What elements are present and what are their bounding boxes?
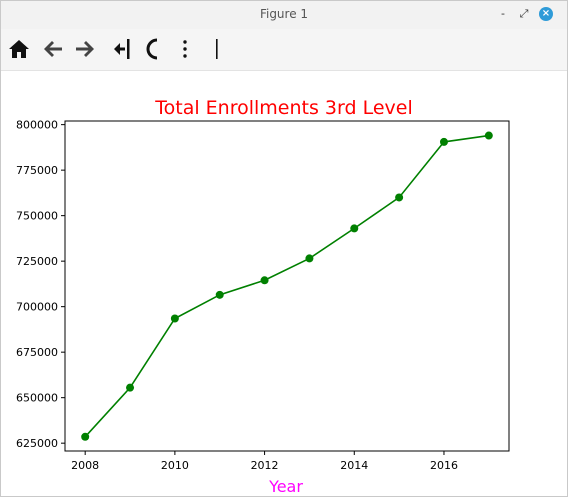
configure-subplots-button[interactable]: [173, 37, 197, 61]
data-point: [126, 383, 135, 392]
series-line: [84, 134, 489, 438]
data-point: [260, 276, 269, 285]
x-axis: 2008 2010 2012 2014 2016: [71, 451, 458, 472]
data-point: [484, 131, 493, 140]
zoom-button[interactable]: [141, 37, 165, 61]
x-tick-label: 2012: [251, 459, 279, 472]
save-icon: [216, 39, 218, 59]
y-tick-label: 800000: [16, 119, 58, 132]
back-button[interactable]: [41, 37, 65, 61]
y-tick-label: 775000: [16, 164, 58, 177]
data-point: [215, 290, 224, 299]
pan-icon: [114, 39, 130, 59]
pan-button[interactable]: [109, 37, 133, 61]
data-point: [439, 137, 448, 146]
y-tick-label: 700000: [16, 301, 58, 314]
y-tick-label: 725000: [16, 255, 58, 268]
title-bar: Figure 1 - ⤢ ×: [1, 1, 567, 29]
data-point: [350, 224, 359, 233]
minimize-button[interactable]: -: [501, 7, 505, 20]
line-chart: Total Enrollments 3rd Level 2008 2010 2012…: [16, 97, 510, 496]
navigation-toolbar: [1, 29, 567, 71]
chart-title: Total Enrollments 3rd Level: [154, 97, 412, 119]
y-tick-label: 675000: [16, 346, 58, 359]
maximize-button[interactable]: ⤢: [519, 7, 529, 20]
y-tick-label: 750000: [16, 210, 58, 223]
data-point: [81, 432, 90, 441]
data-point: [170, 314, 179, 323]
y-tick-label: 625000: [16, 437, 58, 450]
x-tick-label: 2010: [161, 459, 189, 472]
forward-button[interactable]: [73, 37, 97, 61]
data-series: [81, 131, 493, 441]
y-axis: 625000 650000 675000 700000 725000 750000 7750…: [16, 119, 65, 450]
close-button[interactable]: ×: [539, 7, 553, 21]
zoom-icon: [146, 38, 158, 60]
forward-arrow-icon: [76, 41, 94, 57]
axes-frame: [64, 120, 510, 452]
y-tick-label: 650000: [16, 392, 58, 405]
x-tick-label: 2014: [340, 459, 368, 472]
window-title: Figure 1: [259, 7, 309, 21]
save-button[interactable]: [205, 37, 229, 61]
back-arrow-icon: [44, 41, 62, 57]
data-point: [305, 254, 314, 263]
plot-area: Total Enrollments 3rd Level 2008 2010 2012…: [1, 71, 567, 496]
data-point: [395, 193, 404, 202]
configure-subplots-icon: [183, 40, 187, 58]
x-tick-label: 2016: [430, 459, 458, 472]
x-axis-label: Year: [268, 477, 303, 496]
home-button[interactable]: [7, 37, 31, 61]
x-tick-label: 2008: [71, 459, 99, 472]
home-icon: [9, 40, 29, 58]
